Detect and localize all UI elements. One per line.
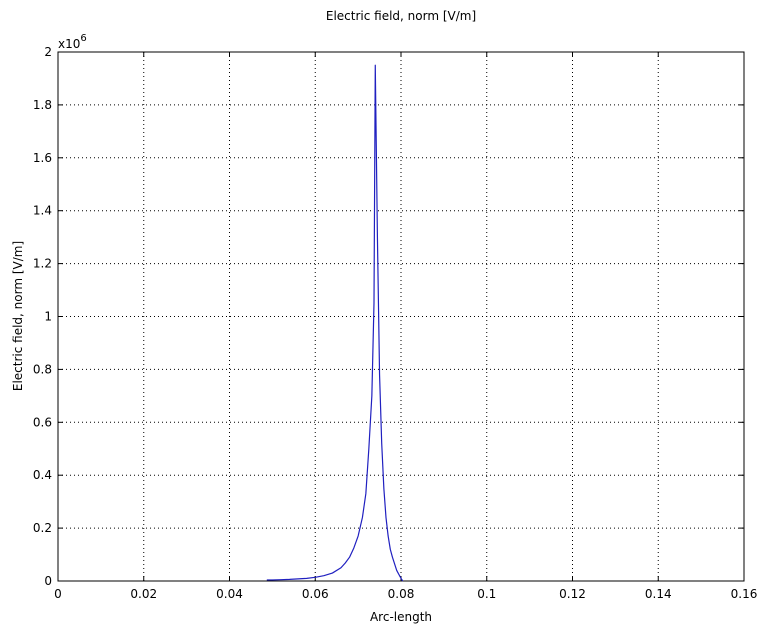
y-exponent-base: x10 [58,37,80,51]
y-axis-label: Electric field, norm [V/m] [11,241,25,391]
x-tick-label: 0.02 [130,587,157,601]
y-tick-label: 1 [44,310,52,324]
y-tick-label: 0.8 [33,362,52,376]
y-tick-label: 0.2 [33,521,52,535]
x-tick-label: 0.16 [731,587,758,601]
y-tick-label: 0.6 [33,415,52,429]
y-axis-exponent: x106 [58,33,87,51]
y-tick-label: 0.4 [33,468,52,482]
y-tick-label: 1.2 [33,257,52,271]
chart-title: Electric field, norm [V/m] [326,9,476,23]
x-tick-label: 0 [54,587,62,601]
x-tick-label: 0.04 [216,587,243,601]
y-tick-label: 1.4 [33,204,52,218]
y-tick-label: 0 [44,574,52,588]
series-line [266,64,404,582]
y-tick-label: 1.6 [33,151,52,165]
x-tick-label: 0.08 [388,587,415,601]
x-tick-label: 0.06 [302,587,329,601]
x-tick-label: 0.12 [559,587,586,601]
grid-lines [58,52,744,581]
y-exponent-power: 6 [80,33,86,44]
x-tick-label: 0.1 [477,587,496,601]
axis-ticks: 0 0.02 0.04 0.06 0.08 0.1 0.12 0.14 0.16 0 0.2 0.4 0… [33,45,757,601]
y-tick-label: 2 [44,45,52,59]
x-tick-label: 0.14 [645,587,672,601]
x-axis-label: Arc-length [370,610,432,624]
y-tick-label: 1.8 [33,98,52,112]
series-layer [266,64,404,582]
